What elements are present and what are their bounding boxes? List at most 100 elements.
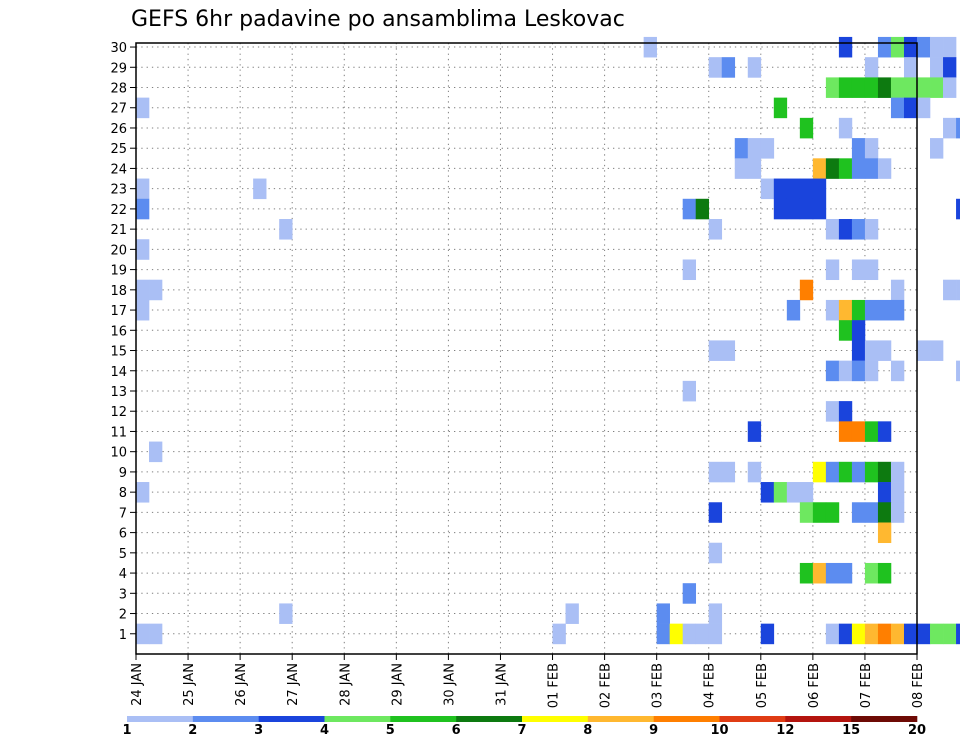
colorbar-swatch [390, 716, 457, 722]
heatmap-cell [838, 360, 853, 382]
heatmap-cell [864, 421, 879, 442]
heatmap-cell [799, 178, 814, 200]
colorbar: 1 2 3 4 5 6 7 8 9 10 12 15 20 [122, 716, 926, 738]
heatmap-cell [851, 299, 866, 321]
colorbar-label: 2 [188, 723, 197, 738]
heatmap-cell [930, 77, 944, 98]
heatmap-cell [682, 583, 697, 604]
heatmap-cell [877, 299, 892, 321]
colorbar-label: 1 [122, 723, 131, 738]
y-tick-label: 19 [110, 264, 127, 279]
heatmap-cell [890, 77, 905, 98]
heatmap-cell [656, 603, 670, 624]
heatmap-cell [838, 117, 853, 139]
heatmap-cell [136, 178, 150, 200]
colorbar-label: 5 [386, 723, 395, 738]
x-tick-label: 04 FEB [703, 663, 718, 708]
colorbar-swatch [719, 716, 786, 722]
y-tick-label: 22 [110, 203, 127, 218]
heatmap-cell [890, 461, 905, 483]
heatmap-cell [708, 219, 723, 240]
heatmap-cell [890, 279, 905, 301]
heatmap-cell [721, 57, 736, 78]
heatmap-cell [943, 36, 957, 58]
heatmap-cell [149, 441, 163, 463]
heatmap-cell [890, 482, 905, 503]
x-tick-label: 06 FEB [807, 663, 822, 708]
heatmap-cell [136, 198, 150, 220]
colorbar-swatch [127, 716, 194, 722]
heatmap-cell [877, 623, 892, 645]
heatmap-cell [136, 623, 150, 645]
heatmap-cell [279, 219, 293, 240]
heatmap-cell [734, 158, 749, 179]
heatmap-cell [760, 178, 775, 200]
heatmap-cell [682, 380, 697, 402]
y-tick-label: 17 [110, 304, 127, 319]
colorbar-label: 10 [710, 723, 728, 738]
heatmap-cell [773, 97, 788, 119]
heatmap-cell [708, 603, 723, 624]
heatmap-cell [799, 279, 814, 301]
heatmap-cell [890, 360, 905, 382]
heatmap-cell [943, 77, 957, 98]
colorbar-swatch [522, 716, 589, 722]
heatmap-cell [825, 158, 840, 179]
y-tick-label: 10 [110, 446, 127, 461]
y-tick-label: 11 [110, 425, 127, 440]
x-tick-label: 29 JAN [390, 663, 405, 706]
y-tick-label: 12 [110, 405, 127, 420]
heatmap-cell [786, 198, 801, 220]
x-tick-label: 02 FEB [599, 663, 614, 708]
x-tick-label: 05 FEB [755, 663, 770, 708]
heatmap-cell [773, 198, 788, 220]
heatmap-cell [838, 320, 853, 341]
heatmap-cell [903, 97, 918, 119]
x-tick-label: 01 FEB [547, 663, 562, 708]
heatmap-cell [149, 279, 163, 301]
x-tick-label: 24 JAN [130, 663, 145, 706]
heatmap-cell [864, 340, 879, 361]
y-tick-label: 6 [119, 527, 127, 542]
heatmap-cell [825, 562, 840, 584]
heatmap-cell [812, 178, 827, 200]
heatmap-cell [773, 178, 788, 200]
heatmap-cell [851, 219, 866, 240]
heatmap-cell [786, 482, 801, 503]
heatmap-cell [851, 77, 866, 98]
heatmap-cell [838, 461, 853, 483]
x-tick-label: 03 FEB [651, 663, 666, 708]
heatmap-cell [864, 461, 879, 483]
heatmap-cell [825, 299, 840, 321]
heatmap-cell [812, 502, 827, 523]
heatmap-cell [747, 57, 762, 78]
heatmap-cell [877, 421, 892, 442]
heatmap-cell [864, 502, 879, 523]
y-tick-label: 4 [119, 567, 127, 582]
colorbar-label: 12 [776, 723, 794, 738]
heatmap-cell [838, 36, 853, 58]
y-tick-label: 30 [110, 41, 127, 56]
colorbar-label: 9 [649, 723, 658, 738]
heatmap-cell [864, 259, 879, 281]
colorbar-label: 7 [517, 723, 526, 738]
colorbar-label: 20 [908, 723, 926, 738]
heatmap-cell [838, 562, 853, 584]
y-tick-label: 24 [110, 162, 127, 177]
heatmap-cell [877, 461, 892, 483]
y-tick-label: 23 [110, 183, 127, 198]
heatmap-cell [890, 502, 905, 523]
heatmap-cell [760, 623, 775, 645]
y-tick-label: 16 [110, 324, 127, 339]
heatmap-cell [708, 542, 723, 564]
heatmap-cell [825, 259, 840, 281]
heatmap-cell [760, 138, 775, 159]
colorbar-label: 8 [583, 723, 592, 738]
heatmap-cell [747, 461, 762, 483]
heatmap-cell [721, 340, 736, 361]
heatmap-cell [136, 299, 150, 321]
y-tick-label: 1 [119, 628, 127, 643]
heatmap-cell [917, 623, 931, 645]
heatmap-cell [838, 77, 853, 98]
colorbar-swatch [785, 716, 852, 722]
